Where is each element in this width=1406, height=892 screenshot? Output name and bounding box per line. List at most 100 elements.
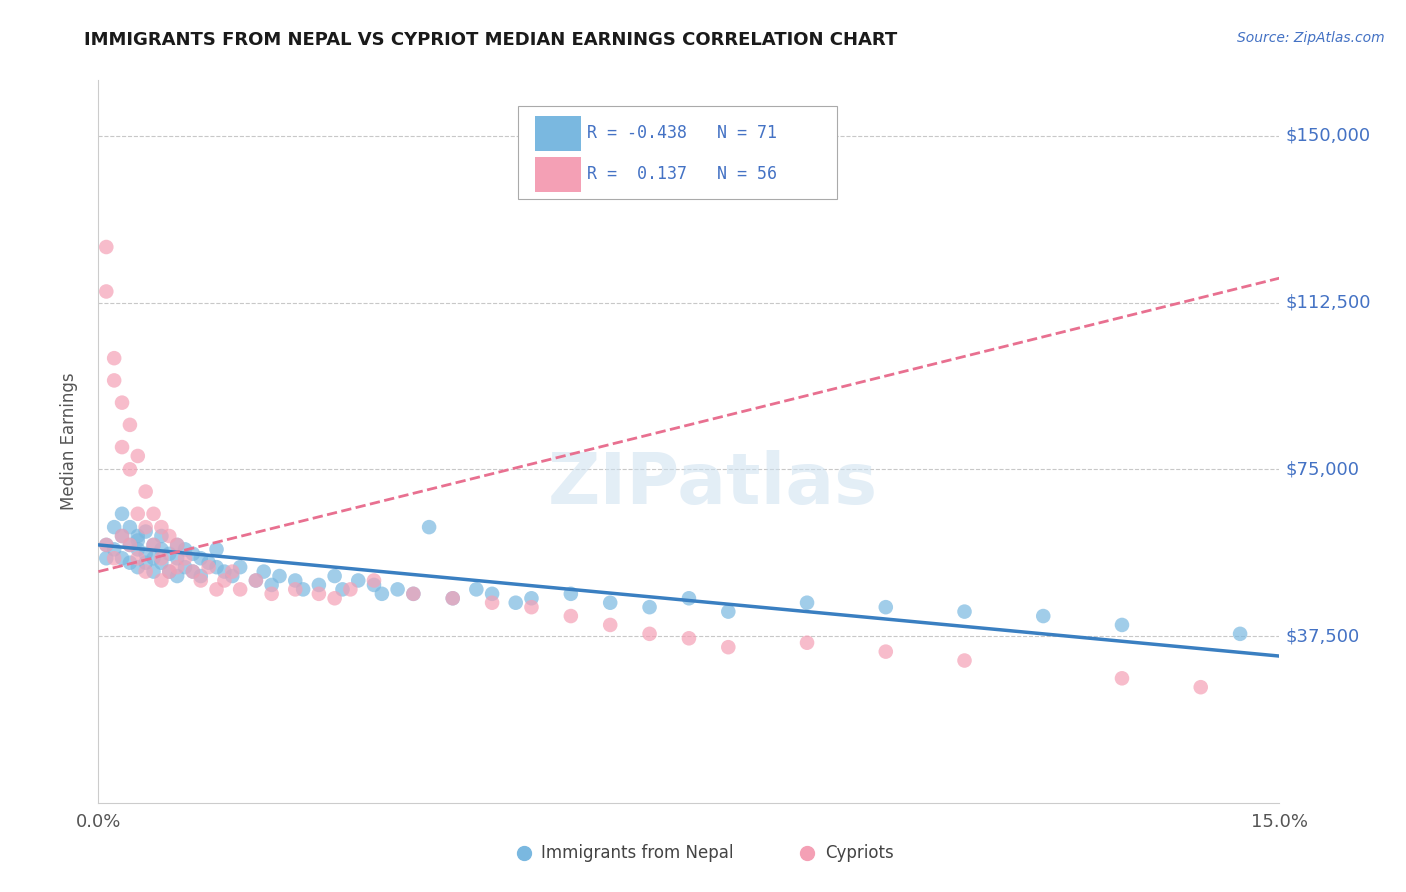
Point: [481, 587, 503, 601]
Point: [347, 574, 370, 588]
Point: [560, 587, 582, 601]
Point: [157, 547, 180, 561]
Point: [150, 551, 173, 566]
Point: [135, 565, 157, 579]
Point: [111, 529, 134, 543]
Point: [166, 551, 188, 566]
Point: [260, 578, 283, 592]
Point: [205, 542, 228, 557]
Text: $75,000: $75,000: [1285, 460, 1360, 478]
Point: [142, 551, 165, 566]
Point: [166, 560, 188, 574]
Point: [221, 569, 243, 583]
Point: [323, 591, 346, 606]
Point: [142, 507, 165, 521]
Point: [127, 551, 149, 566]
Point: [245, 574, 267, 588]
Point: [96, 551, 118, 566]
Point: [118, 417, 141, 432]
Point: [181, 565, 204, 579]
Point: [103, 520, 125, 534]
Point: [363, 578, 385, 592]
FancyBboxPatch shape: [536, 157, 582, 192]
Point: [205, 582, 228, 597]
Point: [875, 645, 897, 659]
Text: $150,000: $150,000: [1285, 127, 1371, 145]
Point: [174, 542, 197, 557]
Point: [1229, 627, 1251, 641]
Point: [103, 373, 125, 387]
Text: Immigrants from Nepal: Immigrants from Nepal: [541, 845, 734, 863]
Point: [796, 636, 818, 650]
Point: [111, 395, 134, 409]
Point: [157, 529, 180, 543]
Point: [174, 560, 197, 574]
Point: [1189, 680, 1212, 694]
Point: [127, 560, 149, 574]
Text: $112,500: $112,500: [1285, 293, 1371, 311]
Point: [157, 565, 180, 579]
Point: [221, 565, 243, 579]
Point: [166, 569, 188, 583]
Point: [103, 351, 125, 366]
Point: [260, 587, 283, 601]
Point: [875, 600, 897, 615]
Point: [118, 538, 141, 552]
Text: IMMIGRANTS FROM NEPAL VS CYPRIOT MEDIAN EARNINGS CORRELATION CHART: IMMIGRANTS FROM NEPAL VS CYPRIOT MEDIAN …: [84, 31, 897, 49]
Point: [465, 582, 488, 597]
Point: [402, 587, 425, 601]
Point: [229, 560, 252, 574]
Text: Cypriots: Cypriots: [825, 845, 893, 863]
Point: [520, 591, 543, 606]
Text: R =  0.137   N = 56: R = 0.137 N = 56: [588, 165, 778, 183]
Point: [638, 627, 661, 641]
Point: [142, 538, 165, 552]
Point: [717, 605, 740, 619]
Point: [371, 587, 394, 601]
Point: [96, 538, 118, 552]
Point: [127, 507, 149, 521]
Point: [205, 560, 228, 574]
Point: [142, 565, 165, 579]
Point: [387, 582, 409, 597]
Point: [118, 556, 141, 570]
Text: Source: ZipAtlas.com: Source: ZipAtlas.com: [1237, 31, 1385, 45]
Point: [599, 618, 621, 632]
Point: [150, 529, 173, 543]
Point: [111, 507, 134, 521]
Point: [197, 560, 219, 574]
Point: [953, 605, 976, 619]
Point: [127, 542, 149, 557]
Text: ZIPatlas: ZIPatlas: [547, 450, 877, 519]
Point: [560, 609, 582, 624]
Point: [96, 285, 118, 299]
Point: [245, 574, 267, 588]
Point: [181, 547, 204, 561]
Point: [150, 574, 173, 588]
Point: [332, 582, 354, 597]
Point: [253, 565, 276, 579]
Point: [190, 551, 212, 566]
Point: [111, 529, 134, 543]
Point: [150, 556, 173, 570]
Point: [118, 538, 141, 552]
Point: [166, 538, 188, 552]
Y-axis label: Median Earnings: Median Earnings: [59, 373, 77, 510]
Point: [214, 565, 236, 579]
Point: [103, 551, 125, 566]
Text: R = -0.438   N = 71: R = -0.438 N = 71: [588, 125, 778, 143]
Point: [111, 440, 134, 454]
Point: [1032, 609, 1054, 624]
Point: [214, 574, 236, 588]
Point: [1111, 618, 1133, 632]
Point: [441, 591, 464, 606]
Point: [678, 632, 700, 646]
Point: [135, 556, 157, 570]
Point: [127, 529, 149, 543]
Point: [363, 574, 385, 588]
Point: [796, 596, 818, 610]
Point: [678, 591, 700, 606]
Point: [520, 600, 543, 615]
Point: [284, 582, 307, 597]
Point: [418, 520, 440, 534]
